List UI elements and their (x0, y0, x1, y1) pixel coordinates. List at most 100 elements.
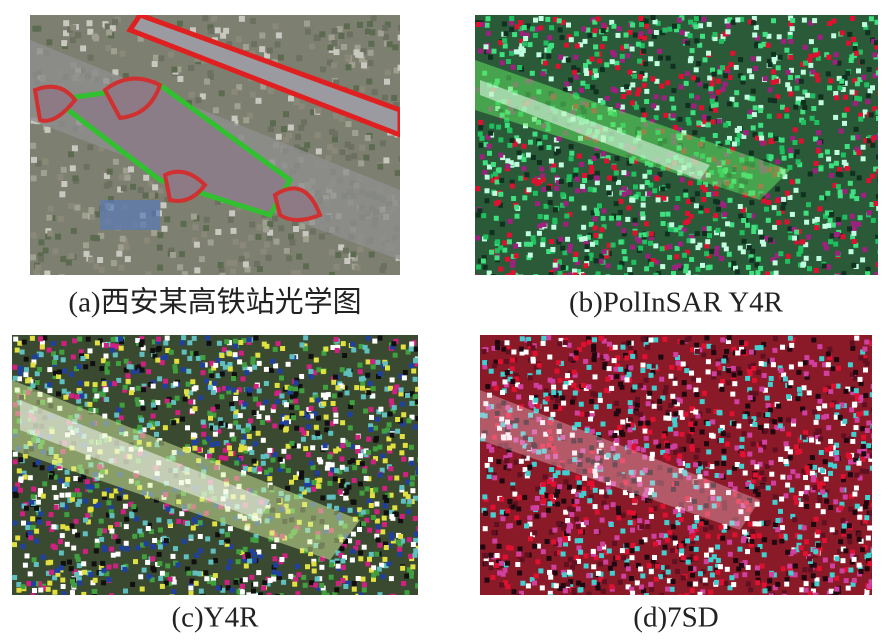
speckle (614, 155, 620, 161)
speckle (569, 512, 575, 517)
speckle (629, 100, 635, 106)
speckle (850, 345, 856, 351)
speckle (638, 584, 644, 590)
speckle (360, 380, 366, 386)
speckle (158, 55, 165, 62)
speckle (383, 157, 390, 164)
speckle (740, 249, 746, 255)
speckle (359, 490, 365, 496)
speckle (636, 238, 642, 244)
speckle (24, 553, 30, 559)
speckle (538, 25, 544, 31)
speckle (660, 211, 666, 217)
speckle (275, 341, 281, 347)
speckle (203, 216, 210, 223)
speckle (755, 35, 760, 41)
speckle (737, 73, 743, 79)
speckle (398, 155, 400, 162)
speckle (594, 180, 600, 186)
speckle (507, 127, 512, 133)
speckle (267, 467, 273, 473)
speckle (169, 251, 176, 258)
speckle (389, 535, 395, 541)
speckle (231, 88, 238, 95)
speckle (702, 187, 708, 193)
speckle (707, 75, 713, 81)
speckle (593, 258, 599, 264)
speckle (627, 409, 633, 414)
speckle (645, 253, 651, 259)
speckle (696, 61, 702, 66)
speckle (30, 379, 36, 385)
speckle (560, 245, 566, 251)
speckle (34, 505, 40, 511)
speckle (494, 201, 499, 206)
speckle (527, 252, 533, 258)
speckle (824, 149, 830, 155)
speckle (653, 337, 659, 343)
speckle (613, 88, 619, 94)
speckle (157, 232, 164, 239)
speckle (81, 591, 87, 595)
speckle (518, 26, 524, 32)
speckle (547, 590, 553, 595)
speckle (31, 486, 37, 492)
speckle (233, 409, 239, 415)
speckle (189, 408, 195, 414)
speckle (230, 268, 237, 275)
speckle (331, 40, 338, 46)
speckle (598, 335, 604, 341)
speckle (529, 577, 535, 583)
speckle (395, 417, 401, 422)
speckle (365, 28, 371, 35)
speckle (368, 144, 375, 151)
speckle (872, 593, 877, 598)
speckle (779, 426, 785, 432)
speckle (195, 355, 201, 361)
speckle (500, 390, 505, 395)
speckle (517, 546, 523, 552)
speckle (279, 393, 285, 399)
speckle (30, 175, 37, 182)
speckle (514, 515, 520, 521)
speckle (732, 465, 738, 471)
speckle (30, 516, 36, 522)
speckle (168, 247, 175, 254)
speckle (489, 404, 494, 410)
speckle (822, 223, 828, 229)
speckle (771, 18, 776, 24)
speckle (220, 361, 226, 367)
speckle (678, 84, 684, 90)
speckle (140, 542, 145, 548)
speckle (166, 402, 172, 408)
speckle (850, 390, 856, 396)
speckle (274, 382, 280, 388)
speckle (329, 421, 335, 427)
speckle (560, 265, 566, 270)
speckle (575, 475, 581, 481)
speckle (149, 577, 155, 583)
speckle (613, 366, 619, 372)
speckle (249, 548, 255, 554)
speckle (193, 519, 199, 525)
speckle (609, 19, 615, 25)
speckle (788, 21, 794, 27)
speckle (382, 25, 389, 31)
speckle (294, 377, 300, 383)
speckle (211, 580, 217, 586)
speckle (867, 88, 873, 94)
speckle (536, 230, 542, 236)
speckle (574, 555, 580, 561)
speckle (491, 554, 497, 560)
speckle (757, 461, 763, 467)
speckle (298, 124, 305, 131)
speckle (154, 431, 159, 437)
speckle (325, 392, 331, 398)
speckle (859, 59, 865, 65)
speckle (761, 341, 767, 347)
speckle (215, 229, 222, 235)
texture (480, 335, 877, 598)
speckle (643, 593, 649, 595)
speckle (55, 567, 61, 573)
speckle (330, 401, 336, 406)
